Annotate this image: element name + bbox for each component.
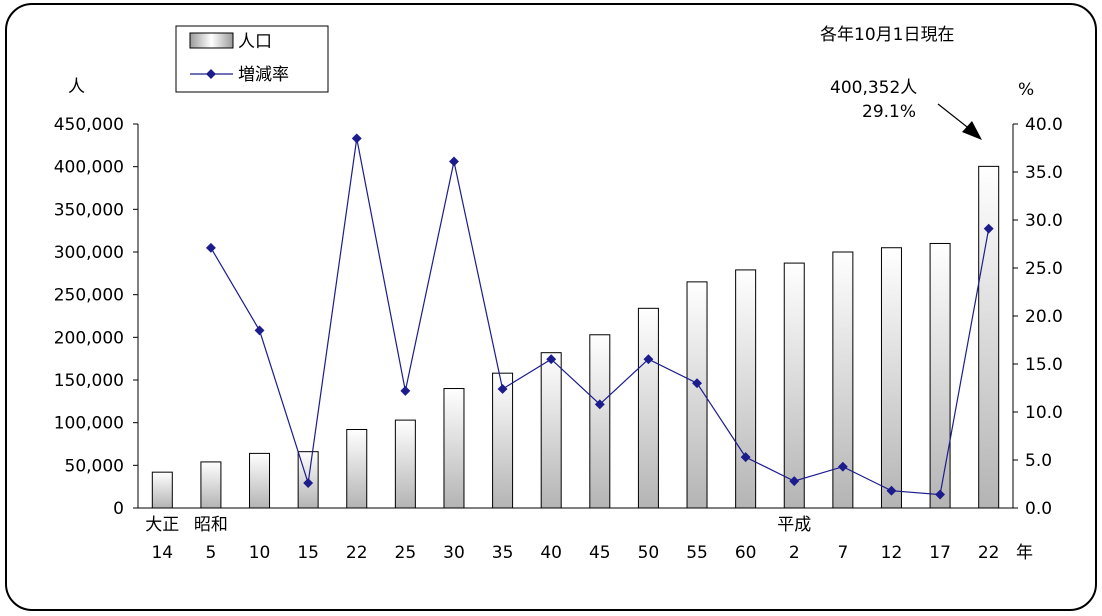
rate-point — [789, 476, 800, 487]
era-label: 昭和 — [194, 515, 228, 535]
x-tick-label: 5 — [206, 543, 217, 563]
population-bar — [589, 334, 611, 509]
left-tick-label: 200,000 — [54, 328, 124, 348]
rate-point — [740, 452, 751, 463]
bars — [151, 165, 1000, 509]
left-tick-label: 250,000 — [54, 286, 124, 306]
right-tick-label: 0.0 — [1025, 499, 1052, 519]
x-tick-label: 14 — [151, 543, 173, 563]
rate-point — [594, 399, 605, 410]
x-tick-label: 50 — [638, 543, 660, 563]
x-tick-label: 45 — [589, 543, 611, 563]
x-tick-label: 2 — [789, 543, 800, 563]
rate-point — [935, 489, 946, 500]
rate-point — [254, 325, 265, 336]
rate-point — [692, 378, 702, 389]
right-tick-label: 20.0 — [1025, 307, 1063, 327]
right-tick-label: 30.0 — [1025, 211, 1063, 231]
x-axis-labels: 14 5 10 15 22 25 30 35 40 45 50 55 60 2 7 12 17 22 大正 昭和 平成 — [145, 515, 999, 563]
legend-population-label: 人口 — [238, 32, 272, 52]
left-tick-label: 400,000 — [54, 158, 124, 178]
date-note: 各年10月1日現在 — [820, 25, 954, 45]
population-bar — [637, 307, 659, 509]
rate-point — [303, 478, 314, 488]
population-bar — [832, 251, 854, 509]
right-tick-label: 25.0 — [1025, 259, 1063, 279]
right-tick-label: 10.0 — [1025, 403, 1063, 423]
population-bar — [200, 461, 222, 509]
right-tick-label: 5.0 — [1025, 451, 1052, 471]
rate-point — [449, 156, 459, 167]
population-bar — [735, 269, 757, 509]
population-bar — [783, 262, 805, 509]
left-tick-label: 100,000 — [54, 414, 124, 434]
left-tick-label: 450,000 — [54, 115, 124, 135]
era-label: 大正 — [145, 515, 179, 535]
x-tick-label: 7 — [837, 543, 848, 563]
population-bar — [686, 281, 708, 509]
rate-point — [205, 242, 216, 253]
rate-point — [400, 385, 411, 396]
population-bar — [394, 419, 416, 509]
rate-line — [205, 133, 994, 500]
chart-frame — [5, 3, 1097, 611]
rate-point — [351, 133, 362, 144]
left-tick-label: 350,000 — [54, 200, 124, 220]
callout-population: 400,352人 — [830, 78, 917, 98]
right-tick-label: 15.0 — [1025, 355, 1063, 375]
x-tick-label: 22 — [346, 543, 368, 563]
callout-rate: 29.1% — [862, 102, 916, 122]
rate-point — [643, 354, 654, 365]
callout-arrowhead — [962, 121, 982, 140]
x-unit-label: 年 — [1016, 543, 1033, 563]
population-bar — [492, 372, 514, 509]
rate-point — [837, 461, 848, 472]
left-tick-label: 50,000 — [65, 456, 124, 476]
legend-rate-marker — [206, 69, 216, 79]
population-bar — [346, 428, 368, 509]
era-label: 平成 — [777, 515, 811, 535]
y-right-axis-label: % — [1018, 80, 1034, 100]
legend: 人口 増減率 — [175, 25, 329, 93]
population-bar — [929, 242, 951, 509]
x-tick-label: 12 — [881, 543, 903, 563]
x-tick-label: 22 — [978, 543, 1000, 563]
right-axis-ticks: 0.0 5.0 10.0 15.0 20.0 25.0 30.0 35.0 40.0 — [1013, 115, 1063, 519]
x-tick-label: 40 — [540, 543, 562, 563]
x-tick-label: 60 — [735, 543, 757, 563]
x-tick-label: 55 — [686, 543, 708, 563]
population-bar — [978, 165, 1000, 509]
legend-rate-label: 増減率 — [238, 65, 289, 85]
population-bar — [540, 352, 562, 509]
population-bar — [151, 471, 173, 509]
x-tick-label: 35 — [492, 543, 514, 563]
left-axis-ticks: 0 50,000 100,000 150,000 200,000 250,000 300,0… — [54, 115, 138, 519]
right-tick-label: 35.0 — [1025, 163, 1063, 183]
left-tick-label: 300,000 — [54, 243, 124, 263]
rate-point — [546, 354, 557, 365]
population-bar — [249, 452, 271, 509]
x-tick-label: 10 — [249, 543, 271, 563]
right-tick-label: 40.0 — [1025, 115, 1063, 135]
y-left-axis-label: 人 — [68, 77, 85, 97]
x-tick-label: 17 — [929, 543, 951, 563]
population-bar — [443, 388, 465, 509]
legend-population-swatch — [189, 32, 234, 49]
population-bar — [880, 247, 902, 509]
left-tick-label: 0 — [113, 499, 124, 519]
x-tick-label: 25 — [395, 543, 417, 563]
callout: 400,352人 29.1% — [830, 78, 982, 140]
rate-point — [983, 223, 994, 234]
x-tick-label: 15 — [297, 543, 319, 563]
rate-point — [886, 485, 897, 496]
x-tick-label: 30 — [443, 543, 465, 563]
left-tick-label: 150,000 — [54, 371, 124, 391]
rate-point — [497, 384, 508, 394]
